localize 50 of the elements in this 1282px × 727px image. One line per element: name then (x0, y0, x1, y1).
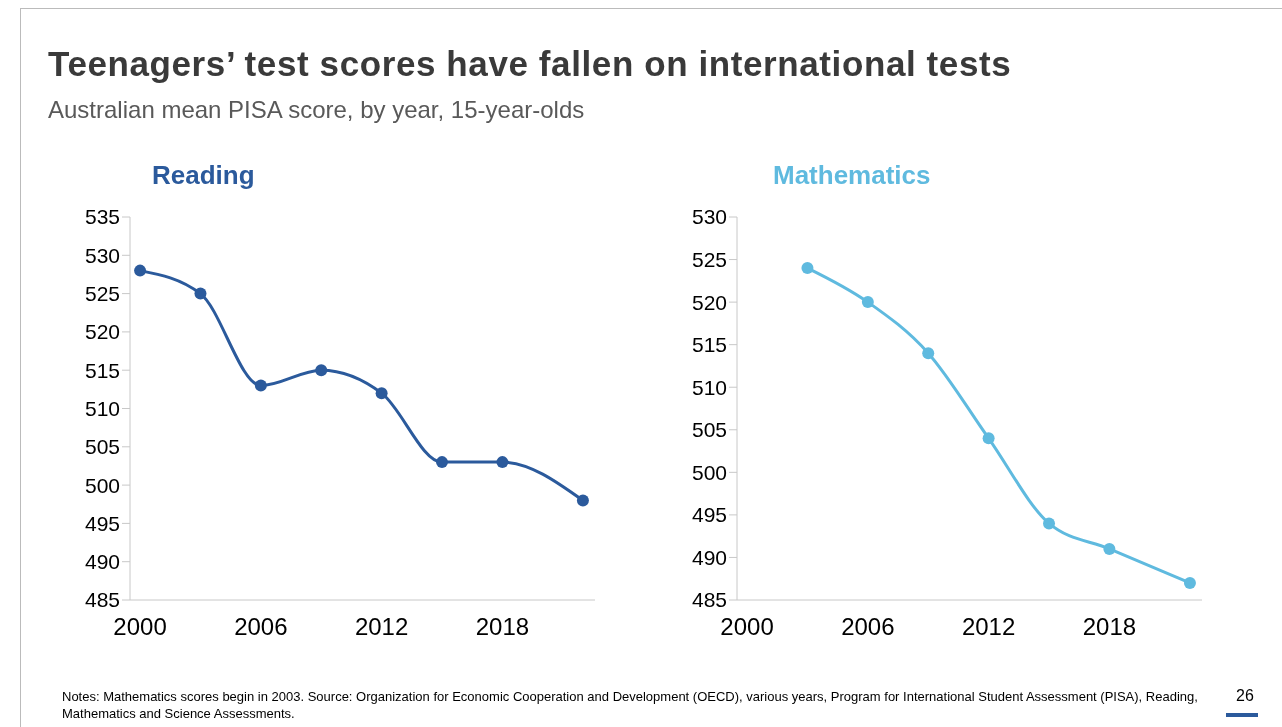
y-tick-label: 500 (691, 460, 727, 484)
point (801, 262, 814, 275)
chart-subtitle: Australian mean PISA score, by year, 15-year-olds (48, 96, 585, 124)
y-tick-label: 530 (84, 243, 120, 267)
point (861, 296, 874, 309)
y-tick-label: 505 (84, 435, 120, 459)
point (134, 264, 147, 277)
y-tick-label: 520 (691, 290, 727, 314)
chart-title: Teenagers’ test scores have fallen on international tests (48, 44, 1012, 84)
y-tick-label: 525 (691, 248, 727, 272)
y-tick-label: 520 (84, 320, 120, 344)
y-tick-label: 510 (84, 396, 120, 420)
point (1183, 576, 1196, 589)
y-tick-label: 485 (84, 588, 120, 612)
x-tick-label: 2000 (113, 613, 167, 641)
x-tick-label: 2018 (1082, 613, 1137, 641)
y-tick-label: 530 (691, 205, 727, 229)
x-tick-label: 2006 (234, 613, 288, 641)
x-tick-label: 2000 (720, 613, 774, 641)
point (1043, 517, 1056, 530)
x-tick-label: 2006 (841, 613, 895, 641)
x-tick-label: 2018 (475, 613, 530, 641)
point (1103, 542, 1116, 555)
y-tick-label: 515 (691, 333, 727, 357)
y-tick-label: 525 (84, 282, 120, 306)
point (496, 456, 509, 469)
y-tick-label: 485 (691, 588, 727, 612)
point (436, 456, 449, 469)
text: Mathematics (773, 160, 931, 191)
text: Reading (152, 160, 255, 191)
text: Notes: Mathematics scores begin in 2003. Source: Organization for Economic Cooperation and Development (OECD), various years, Program for International Student Assessment (PISA), Reading, Mathematics and Science Assessments. (62, 688, 1199, 722)
y-tick-label: 515 (84, 358, 120, 382)
y-tick-label: 495 (691, 503, 727, 527)
y-tick-label: 500 (84, 473, 120, 497)
point (194, 287, 207, 300)
y-tick-label: 490 (691, 545, 727, 569)
x-tick-label: 2012 (961, 613, 1016, 641)
y-tick-label: 495 (84, 511, 120, 535)
point (375, 387, 388, 400)
point (254, 379, 267, 392)
point (576, 494, 589, 507)
y-tick-label: 490 (84, 550, 120, 574)
point (982, 432, 995, 445)
text: 26 (1236, 687, 1254, 705)
y-tick-label: 535 (84, 205, 120, 229)
x-tick-label: 2012 (354, 613, 409, 641)
y-tick-label: 510 (691, 375, 727, 399)
point (922, 347, 935, 360)
y-tick-label: 505 (691, 418, 727, 442)
point (315, 364, 328, 377)
